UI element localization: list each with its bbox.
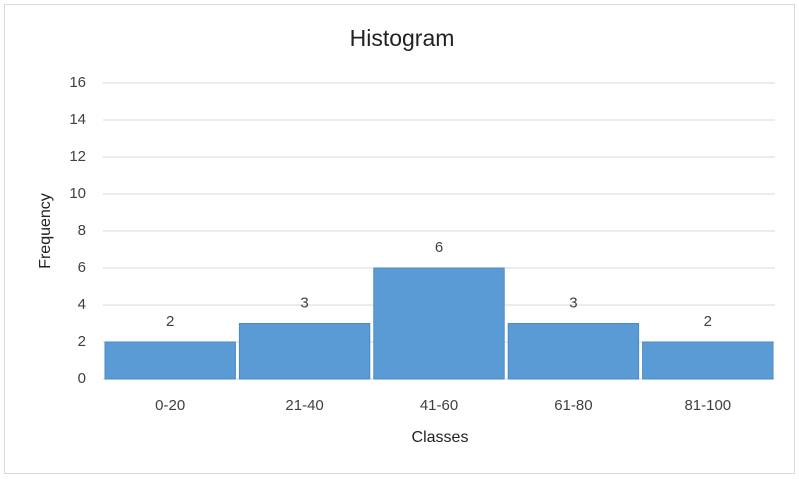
x-axis-label: Classes: [412, 429, 469, 446]
x-tick-label: 61-80: [554, 397, 592, 414]
y-axis-label: Frequency: [37, 193, 54, 269]
data-label: 3: [569, 294, 577, 311]
y-tick-label: 8: [78, 222, 86, 239]
chart-border: [4, 4, 795, 474]
data-label: 3: [300, 294, 308, 311]
y-tick-label: 6: [78, 259, 86, 276]
x-tick-label: 41-60: [420, 397, 458, 414]
bar: [507, 323, 640, 380]
bar: [642, 341, 774, 380]
bar: [238, 323, 371, 380]
bar: [373, 267, 505, 380]
y-tick-label: 2: [78, 333, 86, 350]
y-tick-label: 14: [69, 111, 86, 128]
y-tick-label: 0: [78, 370, 86, 387]
y-tick-label: 16: [69, 74, 86, 91]
y-tick-label: 10: [69, 185, 86, 202]
y-tick-label: 12: [69, 148, 86, 165]
x-tick-label: 21-40: [285, 397, 323, 414]
data-label: 2: [704, 313, 712, 330]
data-label: 6: [435, 239, 443, 256]
x-tick-label: 81-100: [684, 397, 731, 414]
chart-title: Histogram: [350, 25, 455, 51]
bar: [104, 341, 236, 380]
data-label: 2: [166, 313, 174, 330]
x-tick-label: 0-20: [155, 397, 185, 414]
y-tick-label: 4: [78, 296, 86, 313]
